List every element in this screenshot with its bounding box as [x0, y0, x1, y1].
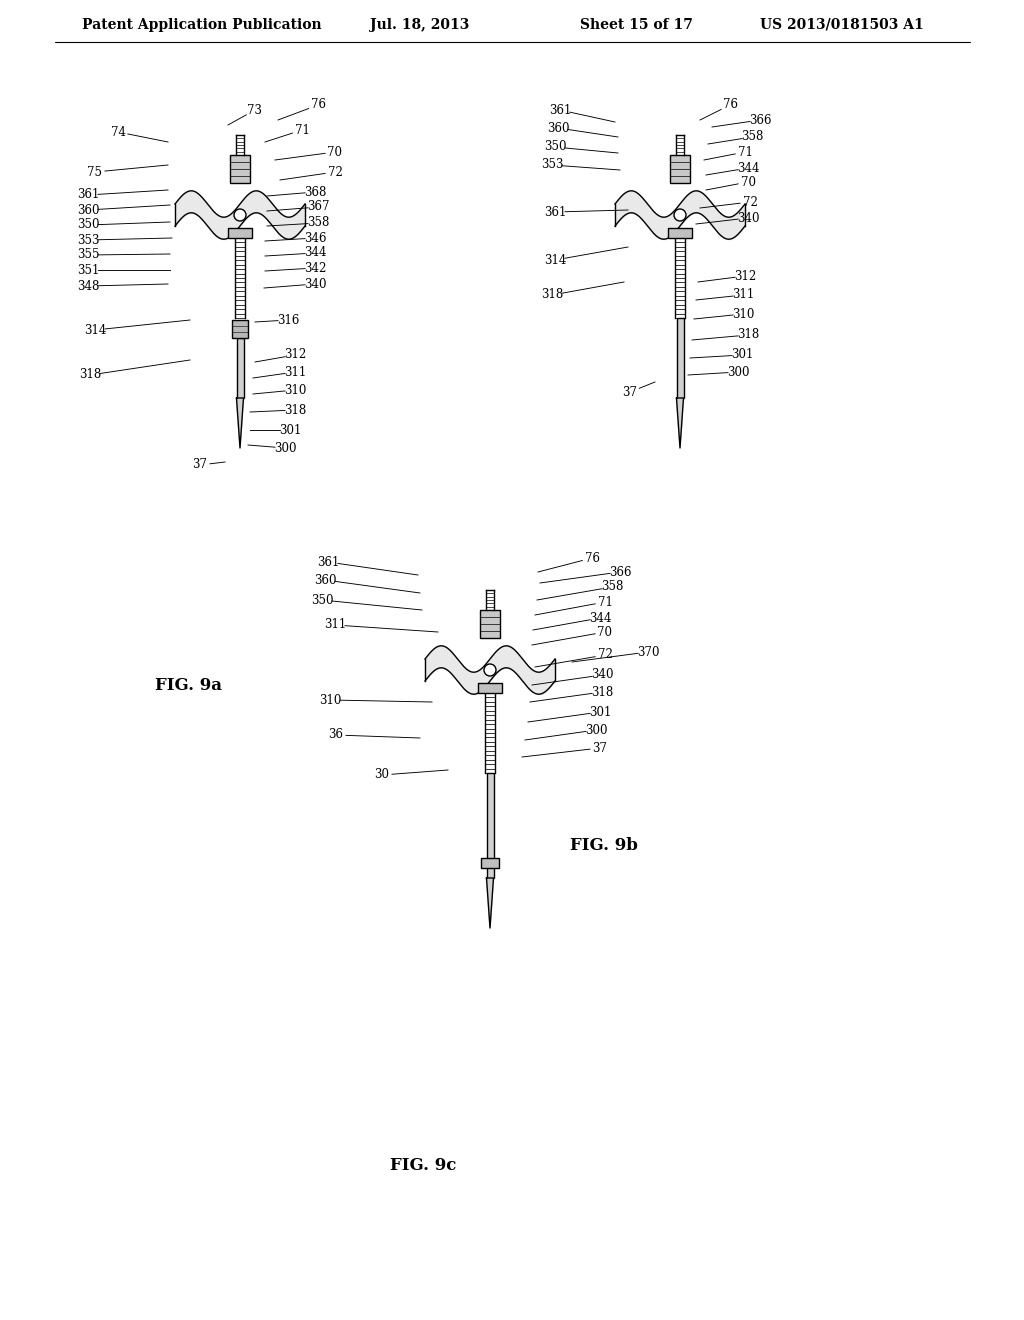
Text: 360: 360	[547, 121, 569, 135]
Text: 361: 361	[549, 103, 571, 116]
Text: 360: 360	[77, 203, 99, 216]
Text: 351: 351	[77, 264, 99, 276]
Text: 358: 358	[740, 131, 763, 144]
Text: 76: 76	[310, 99, 326, 111]
Circle shape	[484, 664, 496, 676]
Text: Sheet 15 of 17: Sheet 15 of 17	[580, 18, 693, 32]
Polygon shape	[677, 399, 683, 447]
Text: 76: 76	[585, 552, 599, 565]
Text: 70: 70	[597, 626, 612, 639]
Text: 70: 70	[328, 145, 342, 158]
Bar	[670, 154, 690, 183]
Bar	[237, 338, 244, 399]
Text: FIG. 9b: FIG. 9b	[570, 837, 638, 854]
Bar	[481, 858, 499, 869]
Text: 340: 340	[304, 277, 327, 290]
Bar	[677, 318, 683, 399]
Text: 73: 73	[248, 103, 262, 116]
Bar	[232, 319, 248, 338]
Text: 300: 300	[585, 723, 607, 737]
Text: 366: 366	[749, 114, 771, 127]
Text: 37: 37	[593, 742, 607, 755]
Circle shape	[674, 209, 686, 220]
Text: 75: 75	[87, 165, 102, 178]
Text: 366: 366	[608, 565, 631, 578]
Text: 344: 344	[304, 247, 327, 260]
Text: 311: 311	[324, 619, 346, 631]
Text: 314: 314	[84, 323, 106, 337]
Text: 71: 71	[598, 595, 612, 609]
Text: 316: 316	[276, 314, 299, 326]
Circle shape	[234, 209, 246, 220]
Text: Jul. 18, 2013: Jul. 18, 2013	[370, 18, 469, 32]
Text: 318: 318	[737, 329, 759, 342]
Text: 353: 353	[77, 234, 99, 247]
Text: 344: 344	[589, 611, 611, 624]
Text: 74: 74	[111, 125, 126, 139]
Bar	[478, 682, 502, 693]
Text: 311: 311	[732, 289, 754, 301]
Text: 301: 301	[279, 424, 301, 437]
Text: 350: 350	[310, 594, 333, 606]
Text: 340: 340	[736, 211, 759, 224]
Bar	[230, 154, 250, 183]
Text: 71: 71	[737, 145, 753, 158]
Text: FIG. 9c: FIG. 9c	[390, 1156, 457, 1173]
Text: 348: 348	[77, 280, 99, 293]
Text: 312: 312	[284, 348, 306, 362]
Text: 318: 318	[591, 685, 613, 698]
Text: 350: 350	[544, 140, 566, 153]
Text: 368: 368	[304, 186, 327, 198]
Bar	[480, 610, 500, 638]
Text: 37: 37	[623, 385, 638, 399]
Text: 310: 310	[284, 384, 306, 396]
Text: 340: 340	[591, 668, 613, 681]
Text: 367: 367	[307, 201, 330, 214]
Text: 37: 37	[193, 458, 208, 471]
Text: 361: 361	[316, 556, 339, 569]
Text: 72: 72	[598, 648, 612, 661]
Text: 71: 71	[295, 124, 309, 136]
Text: 342: 342	[304, 261, 327, 275]
Text: 350: 350	[77, 219, 99, 231]
Text: Patent Application Publication: Patent Application Publication	[82, 18, 322, 32]
Text: 346: 346	[304, 231, 327, 244]
Text: 370: 370	[637, 645, 659, 659]
Polygon shape	[237, 399, 244, 447]
Text: 72: 72	[742, 195, 758, 209]
Bar	[228, 228, 252, 238]
Bar	[486, 774, 494, 878]
Text: 300: 300	[273, 441, 296, 454]
Text: 318: 318	[284, 404, 306, 417]
Text: FIG. 9a: FIG. 9a	[155, 676, 222, 693]
Text: 310: 310	[732, 308, 755, 321]
Text: 36: 36	[329, 729, 343, 742]
Bar	[668, 228, 692, 238]
Text: 310: 310	[318, 693, 341, 706]
Text: 72: 72	[328, 165, 342, 178]
Text: 358: 358	[601, 581, 624, 594]
Text: 344: 344	[736, 161, 759, 174]
Text: US 2013/0181503 A1: US 2013/0181503 A1	[760, 18, 924, 32]
Text: 355: 355	[77, 248, 99, 261]
Polygon shape	[486, 878, 494, 928]
Text: 314: 314	[544, 253, 566, 267]
Text: 300: 300	[727, 366, 750, 379]
Text: 361: 361	[77, 189, 99, 202]
Text: 30: 30	[375, 768, 389, 781]
Text: 70: 70	[740, 176, 756, 189]
Text: 312: 312	[734, 269, 756, 282]
Text: 318: 318	[79, 368, 101, 381]
Text: 358: 358	[307, 216, 329, 230]
Text: 76: 76	[723, 99, 737, 111]
Text: 301: 301	[731, 348, 754, 362]
Text: 311: 311	[284, 366, 306, 379]
Text: 301: 301	[589, 705, 611, 718]
Text: 361: 361	[544, 206, 566, 219]
Text: 353: 353	[541, 158, 563, 172]
Text: 318: 318	[541, 289, 563, 301]
Text: 360: 360	[313, 573, 336, 586]
